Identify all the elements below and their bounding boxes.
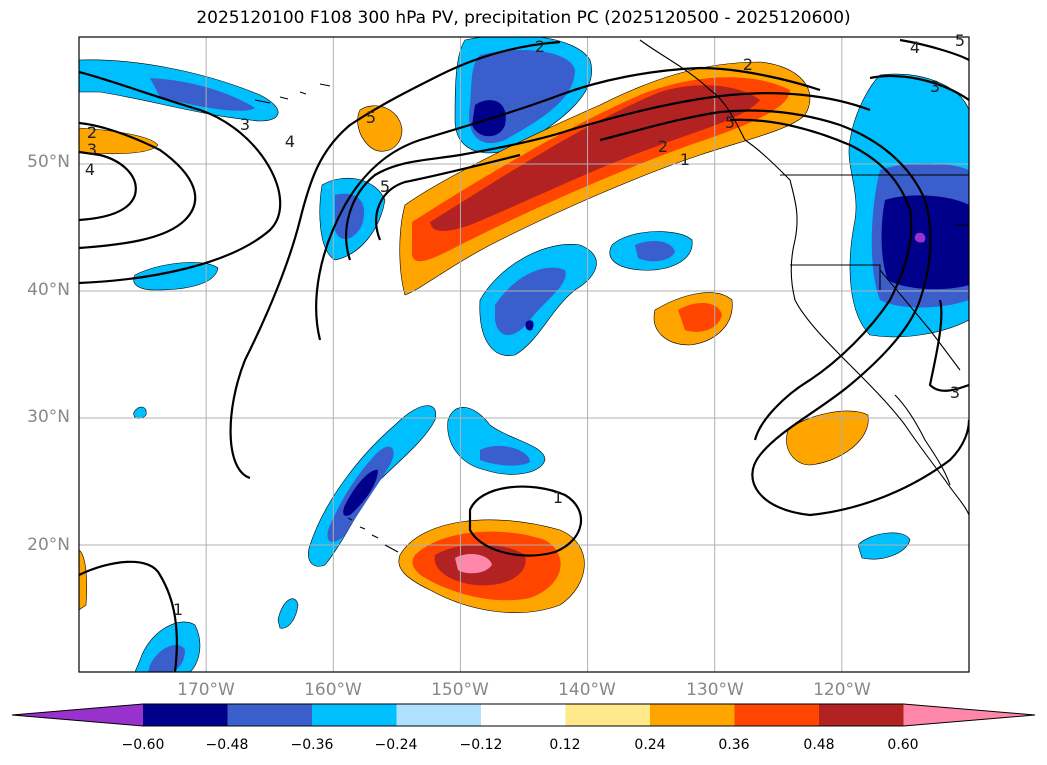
contour-label: 2 xyxy=(743,55,753,74)
contour-label: 4 xyxy=(85,160,95,179)
contour-label: 1 xyxy=(553,488,563,507)
contour-label: 1 xyxy=(173,600,183,619)
colorbar-tick-label: −0.60 xyxy=(121,737,165,753)
colorbar-tick-label: −0.36 xyxy=(290,737,334,753)
colorbar-outline xyxy=(11,703,1036,727)
contour-label: 2 xyxy=(535,37,545,56)
map-title: 2025120100 F108 300 hPa PV, precipitatio… xyxy=(196,8,851,28)
pv-contours xyxy=(79,38,969,672)
contour-label: 2 xyxy=(87,123,97,142)
colorbar xyxy=(11,703,1036,727)
lon-label: 120°W xyxy=(813,680,871,700)
lat-label: 20°N xyxy=(27,535,70,555)
lat-label: 50°N xyxy=(27,152,70,172)
colorbar-segment xyxy=(227,704,313,726)
contour-label: 3 xyxy=(240,115,250,134)
contour-label: 3 xyxy=(87,140,97,159)
colorbar-tick-label: 0.36 xyxy=(718,737,750,753)
contour-label: 1 xyxy=(680,150,690,169)
colorbar-segment xyxy=(481,704,566,726)
contour-label: 3 xyxy=(930,77,940,96)
colorbar-tick-label: 0.60 xyxy=(887,737,919,753)
colorbar-extend-max xyxy=(903,704,1035,726)
colorbar-segment xyxy=(143,704,228,726)
coastlines xyxy=(254,39,969,553)
colorbar-tick-label: 0.48 xyxy=(803,737,835,753)
contour-label: 3 xyxy=(950,383,960,402)
contour-label: 5 xyxy=(955,31,965,50)
map-frame xyxy=(78,36,970,673)
contour-label: 4 xyxy=(285,132,295,151)
pos-anomaly-small xyxy=(357,105,403,152)
contour-label: 5 xyxy=(380,177,390,196)
precip-pc-fill xyxy=(79,37,969,672)
colorbar-tick-label: −0.24 xyxy=(374,737,418,753)
lon-label: 130°W xyxy=(686,680,744,700)
colorbar-segment xyxy=(734,704,820,726)
lat-label: 40°N xyxy=(27,280,70,300)
colorbar-tick-label: −0.12 xyxy=(459,737,503,753)
colorbar-segment xyxy=(396,704,482,726)
colorbar-segment xyxy=(565,704,651,726)
lat-label: 30°N xyxy=(27,407,70,427)
contour-label: 5 xyxy=(725,113,735,132)
colorbar-tick-label: −0.48 xyxy=(205,737,249,753)
lon-label: 170°W xyxy=(177,680,235,700)
contour-label: 4 xyxy=(910,38,920,57)
lon-label: 150°W xyxy=(431,680,489,700)
colorbar-segment xyxy=(312,704,397,726)
colorbar-segment xyxy=(819,704,904,726)
lon-label: 140°W xyxy=(558,680,616,700)
colorbar-segment xyxy=(650,704,735,726)
contour-label: 2 xyxy=(658,137,668,156)
colorbar-tick-label: 0.24 xyxy=(634,737,666,753)
pv-contour-labels: 2 4 3 5 5 2 3 4 2 1 1 1 3 3 2 4 5 5 xyxy=(85,31,965,619)
contour-label: 5 xyxy=(366,108,376,127)
lon-label: 160°W xyxy=(304,680,362,700)
colorbar-extend-min xyxy=(12,704,143,726)
colorbar-tick-label: 0.12 xyxy=(549,737,581,753)
